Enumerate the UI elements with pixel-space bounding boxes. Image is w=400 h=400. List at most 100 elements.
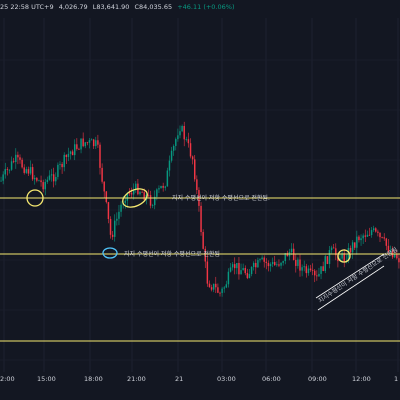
- candle-body: [4, 169, 6, 175]
- candle-body: [63, 154, 65, 168]
- candle-body: [229, 267, 232, 272]
- candle-body: [257, 260, 259, 268]
- candle-body: [280, 262, 282, 266]
- candle-body: [269, 264, 272, 267]
- candle-body: [379, 232, 381, 238]
- candle-body: [398, 258, 400, 263]
- candle-body: [341, 253, 343, 259]
- x-tick-4: 21: [175, 375, 183, 383]
- candle-body: [246, 273, 249, 279]
- candle-body: [240, 270, 242, 275]
- x-tick-0: 2:00: [0, 375, 15, 383]
- candle-body: [57, 164, 59, 177]
- candle-body: [194, 159, 196, 180]
- candles: [0, 121, 400, 297]
- x-tick-6: 06:00: [262, 375, 281, 383]
- candle-body: [99, 144, 101, 168]
- candle-body: [314, 270, 316, 276]
- candle-body: [223, 287, 225, 289]
- candle-body: [42, 182, 44, 190]
- candle-body: [92, 139, 95, 147]
- candle-body: [183, 126, 185, 140]
- candle-body: [362, 235, 364, 239]
- candle-body: [31, 167, 34, 180]
- candle-body: [187, 139, 190, 144]
- candle-body: [107, 202, 110, 219]
- candle-body: [322, 266, 324, 272]
- candle-body: [88, 140, 91, 143]
- candle-body: [166, 170, 169, 187]
- candle-body: [69, 151, 72, 154]
- candle-body: [175, 139, 177, 146]
- candle-body: [206, 261, 209, 284]
- candle-body: [162, 185, 164, 188]
- candle-body: [139, 191, 141, 195]
- candle-body: [255, 263, 257, 268]
- candle-body: [185, 139, 188, 141]
- candle-body: [52, 174, 55, 182]
- candle-body: [2, 174, 4, 181]
- candle-body: [236, 262, 238, 269]
- candle-body: [364, 235, 366, 237]
- candle-body: [101, 167, 103, 182]
- candle-body: [276, 264, 278, 266]
- circle-marker-2: [122, 188, 148, 208]
- candle-body: [111, 234, 114, 237]
- candle-body: [219, 292, 221, 294]
- candle-body: [250, 266, 253, 275]
- candle-body: [248, 274, 251, 279]
- candle-body: [59, 163, 61, 165]
- candle-body: [284, 253, 286, 262]
- candle-body: [234, 264, 236, 269]
- candle-body: [303, 266, 305, 268]
- candle-body: [23, 167, 25, 173]
- candle-body: [55, 176, 57, 182]
- candle-body: [120, 204, 122, 212]
- candle-body: [265, 261, 268, 263]
- candle-body: [179, 131, 181, 136]
- candle-body: [309, 268, 312, 271]
- candle-body: [130, 193, 133, 195]
- candle-body: [36, 177, 38, 181]
- candle-body: [383, 237, 385, 239]
- candle-body: [76, 144, 78, 149]
- candle-body: [208, 283, 211, 288]
- candle-body: [109, 218, 112, 235]
- candle-body: [200, 205, 202, 233]
- candle-body: [295, 259, 297, 266]
- candle-body: [360, 238, 362, 241]
- candle-body: [324, 256, 326, 272]
- candle-body: [387, 245, 390, 253]
- candle-body: [328, 250, 331, 264]
- candle-body: [132, 189, 135, 195]
- candle-body: [261, 257, 263, 260]
- candle-body: [6, 169, 9, 170]
- candle-body: [103, 181, 105, 192]
- candle-body: [356, 236, 358, 248]
- grid: [0, 18, 400, 372]
- header-c: L83,641.90: [92, 3, 130, 11]
- candle-body: [46, 179, 49, 182]
- candle-body: [349, 247, 352, 253]
- candle-body: [196, 179, 198, 191]
- candle-body: [381, 237, 383, 238]
- circle-marker-4: [337, 249, 351, 263]
- candle-body: [271, 262, 274, 265]
- candle-body: [164, 186, 166, 188]
- candle-body: [354, 242, 356, 248]
- candle-body: [335, 248, 337, 256]
- candle-body: [318, 273, 320, 277]
- candle-body: [177, 135, 179, 140]
- candle-body: [394, 254, 396, 258]
- candle-body: [263, 257, 265, 262]
- candle-body: [40, 180, 42, 183]
- candle-body: [126, 192, 129, 201]
- candle-body: [17, 154, 19, 158]
- candle-body: [370, 230, 373, 236]
- candle-body: [71, 151, 74, 156]
- candle-body: [156, 189, 158, 197]
- candle-body: [385, 238, 388, 246]
- candle-body: [172, 145, 175, 151]
